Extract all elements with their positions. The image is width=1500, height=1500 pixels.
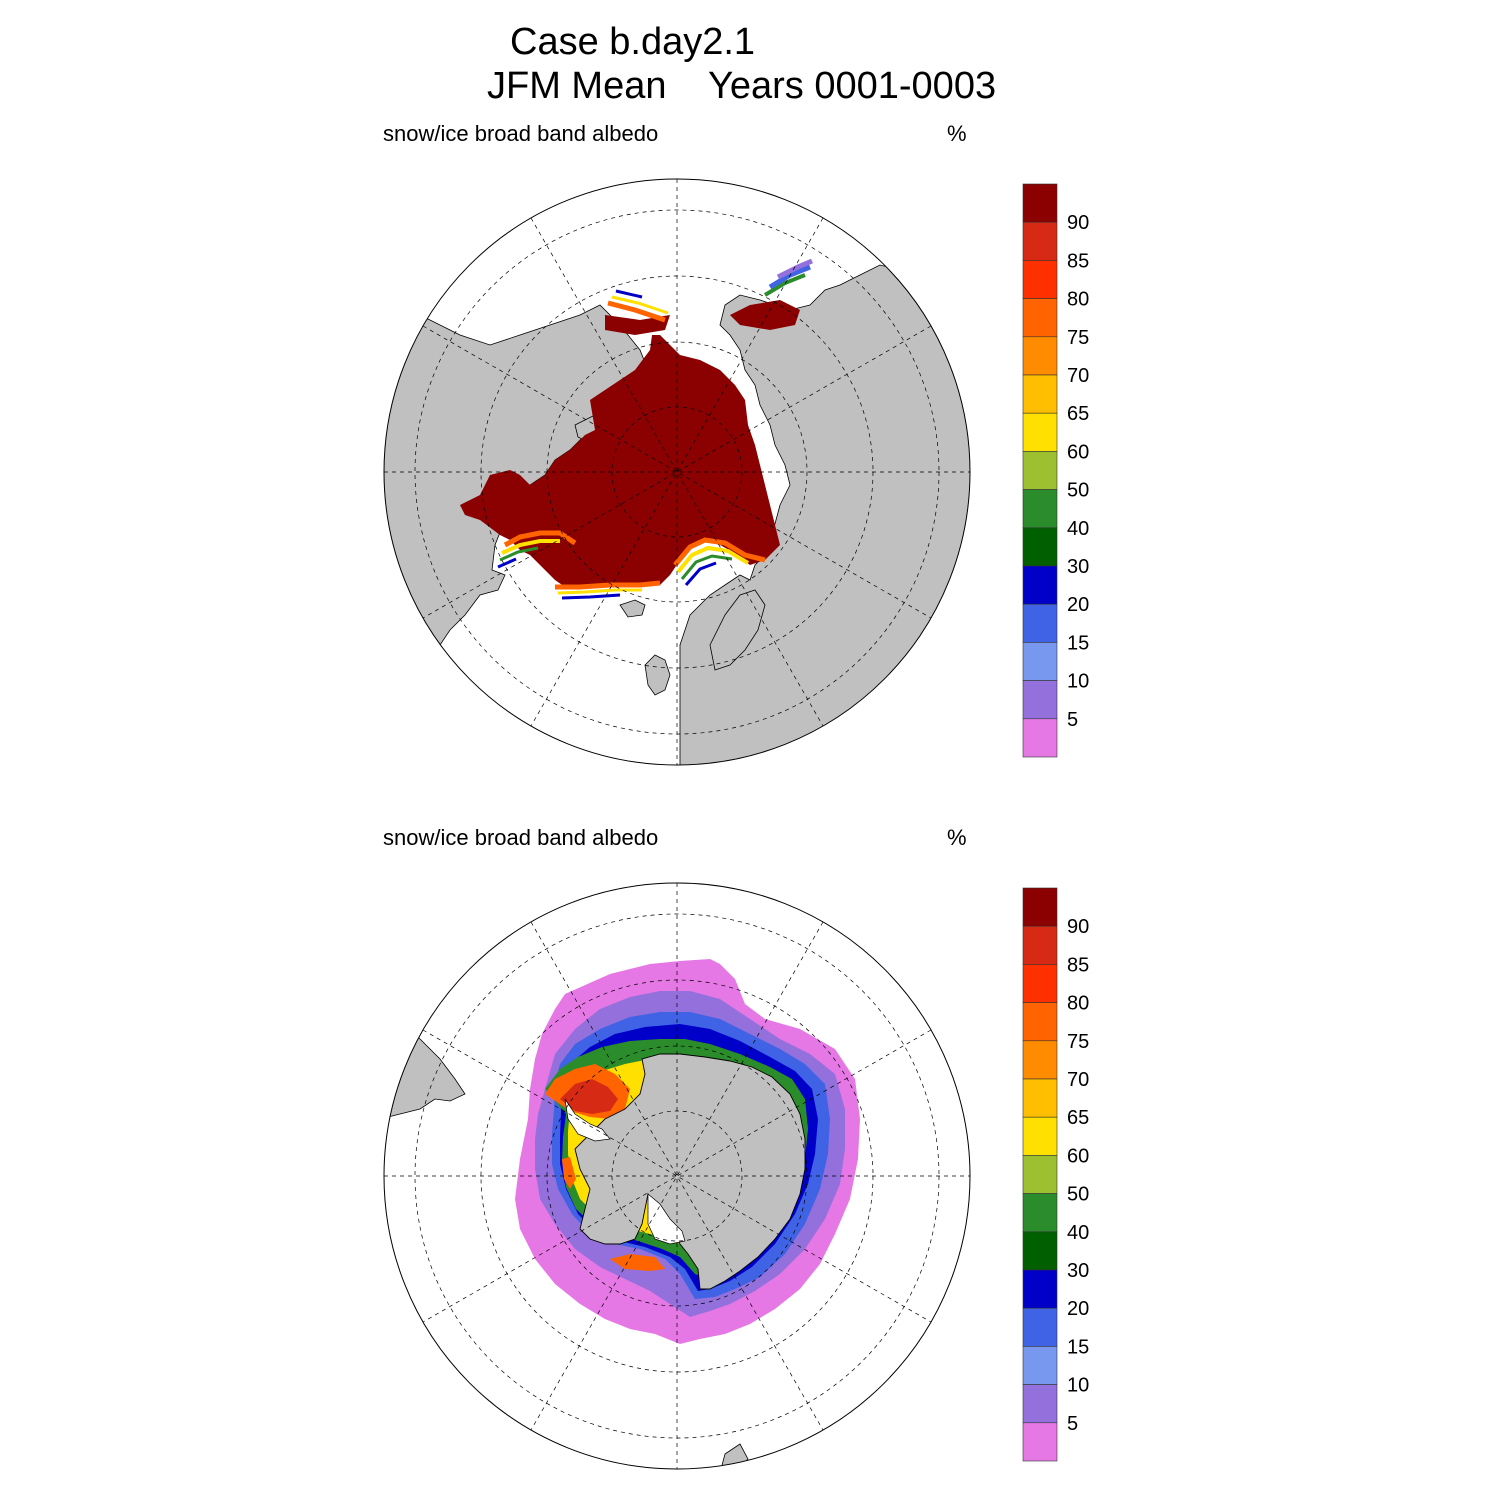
north-colorbar-swatch — [1022, 527, 1058, 567]
north-colorbar-swatch — [1022, 680, 1058, 720]
north-colorbar-tick-label: 70 — [1067, 365, 1089, 387]
north-colorbar-swatch — [1022, 489, 1058, 529]
north-panel-label: snow/ice broad band albedo — [383, 121, 659, 146]
north-colorbar-swatch — [1022, 451, 1058, 490]
south-colorbar-swatch — [1022, 1040, 1058, 1080]
north-colorbar-swatch — [1022, 642, 1058, 681]
south-colorbar-tick-label: 40 — [1067, 1222, 1089, 1244]
north-colorbar-tick-label: 80 — [1067, 289, 1089, 311]
north-land-uk — [644, 654, 671, 696]
north-colorbar-tick-label: 65 — [1067, 403, 1089, 425]
south-colorbar-swatch — [1022, 1078, 1058, 1118]
north-colorbar-tick-label: 85 — [1067, 250, 1089, 272]
south-colorbar-tick-label: 75 — [1067, 1031, 1089, 1053]
north-colorbar-tick-label: 60 — [1067, 441, 1089, 463]
north-colorbar-swatch — [1022, 603, 1058, 643]
south-colorbar-tick-label: 50 — [1067, 1184, 1089, 1206]
south-colorbar-tick-label: 60 — [1067, 1145, 1089, 1167]
south-colorbar-tick-label: 30 — [1067, 1260, 1089, 1282]
south-colorbar-tick-label: 20 — [1067, 1298, 1089, 1320]
south-colorbar-swatch — [1022, 1155, 1058, 1194]
south-colorbar-tick-label: 5 — [1067, 1413, 1078, 1435]
figure-title: Case b.day2.1 — [510, 21, 756, 63]
south-colorbar-tick-label: 70 — [1067, 1069, 1089, 1091]
north-colorbar-swatch — [1022, 565, 1058, 605]
south-colorbar-tick-label: 10 — [1067, 1375, 1089, 1397]
north-colorbar-tick-label: 15 — [1067, 632, 1089, 654]
south-colorbar-tick-label: 65 — [1067, 1107, 1089, 1129]
north-colorbar: 90 85 80 75 70 65 60 50 40 30 20 15 10 5 — [1022, 183, 1089, 758]
south-panel-units: % — [947, 825, 967, 850]
south-colorbar-swatch — [1022, 1269, 1058, 1309]
north-colorbar-swatch — [1022, 412, 1058, 452]
figure-subtitle: JFM Mean Years 0001-0003 — [487, 65, 997, 107]
north-colorbar-swatch — [1022, 374, 1058, 414]
south-colorbar-swatch — [1022, 1384, 1058, 1424]
north-colorbar-swatch — [1022, 183, 1058, 223]
north-colorbar-tick-label: 50 — [1067, 480, 1089, 502]
south-colorbar-tick-label: 15 — [1067, 1336, 1089, 1358]
south-colorbar-swatch — [1022, 1193, 1058, 1233]
north-colorbar-tick-label: 90 — [1067, 212, 1089, 234]
south-colorbar-swatch — [1022, 887, 1058, 927]
south-colorbar-swatch — [1022, 1346, 1058, 1385]
north-land-iceland — [619, 599, 646, 618]
south-colorbar-swatch — [1022, 1002, 1058, 1042]
south-colorbar-swatch — [1022, 1116, 1058, 1156]
north-colorbar-swatch — [1022, 221, 1058, 261]
north-land-scandinavia — [709, 589, 766, 671]
north-colorbar-tick-label: 20 — [1067, 594, 1089, 616]
north-colorbar-tick-label: 40 — [1067, 518, 1089, 540]
north-ice-core — [460, 335, 780, 587]
south-colorbar-swatch — [1022, 964, 1058, 1003]
north-colorbar-swatch — [1022, 336, 1058, 376]
south-panel-label: snow/ice broad band albedo — [383, 825, 659, 850]
south-colorbar: 90 85 80 75 70 65 60 50 40 30 20 15 10 5 — [1022, 887, 1089, 1462]
south-colorbar-swatch — [1022, 1307, 1058, 1347]
south-colorbar-tick-label: 90 — [1067, 916, 1089, 938]
south-colorbar-swatch — [1022, 1231, 1058, 1271]
south-colorbar-tick-label: 85 — [1067, 954, 1089, 976]
south-colorbar-tick-label: 80 — [1067, 993, 1089, 1015]
north-colorbar-tick-label: 5 — [1067, 709, 1078, 731]
south-colorbar-swatch — [1022, 925, 1058, 965]
north-colorbar-tick-label: 10 — [1067, 671, 1089, 693]
north-colorbar-swatch — [1022, 298, 1058, 338]
north-colorbar-tick-label: 30 — [1067, 556, 1089, 578]
south-polar-map — [383, 882, 971, 1470]
north-panel-units: % — [947, 121, 967, 146]
north-polar-map — [383, 178, 971, 766]
south-colorbar-swatch — [1022, 1422, 1058, 1462]
north-colorbar-swatch — [1022, 718, 1058, 758]
north-colorbar-tick-label: 75 — [1067, 327, 1089, 349]
north-colorbar-swatch — [1022, 260, 1058, 299]
